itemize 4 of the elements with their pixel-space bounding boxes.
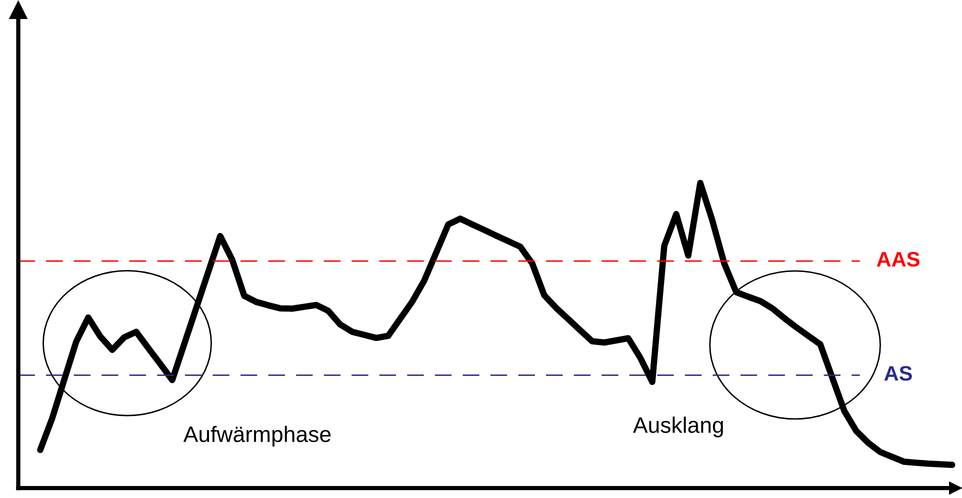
ref-line-label: AS <box>884 366 912 381</box>
annotation: Ausklang <box>632 416 723 438</box>
ref-line-label: AAS <box>876 252 920 267</box>
annotation: Aufwärmphase <box>183 426 331 447</box>
